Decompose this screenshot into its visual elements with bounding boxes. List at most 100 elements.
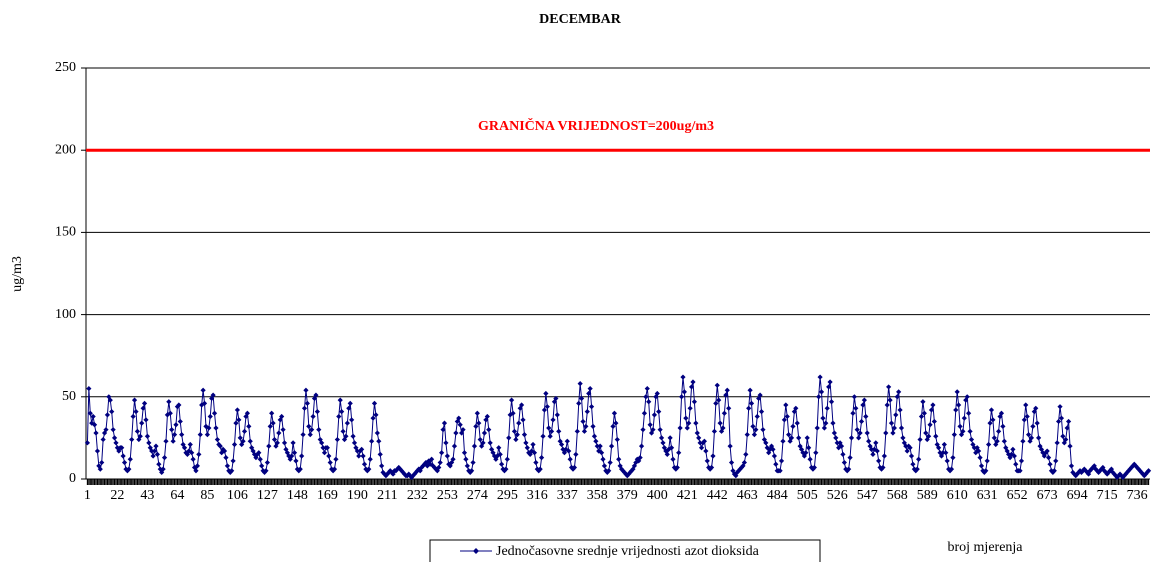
point-marker — [587, 385, 593, 392]
point-marker — [179, 432, 185, 438]
point-marker — [164, 412, 171, 418]
point-marker — [146, 440, 152, 446]
point-marker — [203, 423, 209, 429]
point-marker — [606, 468, 612, 474]
point-marker — [704, 458, 710, 464]
point-marker — [354, 448, 360, 454]
point-marker — [964, 394, 970, 400]
point-marker — [407, 473, 413, 479]
point-marker — [920, 399, 926, 405]
point-marker — [444, 453, 450, 459]
point-marker — [1064, 425, 1070, 431]
point-marker — [898, 425, 905, 431]
point-marker — [473, 423, 479, 429]
point-marker — [517, 405, 523, 411]
point-marker — [680, 374, 686, 380]
point-marker — [316, 427, 322, 433]
point-marker — [797, 443, 803, 449]
point-marker — [848, 435, 855, 441]
point-marker — [927, 422, 933, 428]
point-marker — [594, 443, 600, 449]
point-marker — [810, 466, 816, 472]
point-marker — [560, 446, 566, 453]
point-marker — [757, 392, 763, 398]
point-marker — [1135, 466, 1142, 472]
point-marker — [726, 405, 732, 411]
point-marker — [500, 466, 506, 472]
point-marker — [928, 407, 935, 413]
point-marker — [1057, 404, 1063, 410]
point-marker — [379, 463, 385, 469]
point-marker — [246, 423, 252, 429]
point-marker — [770, 446, 776, 453]
point-marker — [523, 440, 529, 446]
point-marker — [154, 451, 161, 457]
x-tick-label: 526 — [827, 488, 848, 503]
point-marker — [371, 400, 378, 406]
point-marker — [986, 441, 992, 448]
point-marker — [374, 430, 380, 436]
point-marker — [616, 456, 622, 462]
point-marker — [1054, 440, 1060, 446]
point-marker — [824, 405, 830, 411]
point-marker — [1067, 443, 1073, 449]
legend-marker — [473, 548, 479, 554]
point-marker — [524, 445, 530, 451]
point-marker — [858, 418, 865, 425]
point-marker — [1028, 435, 1035, 441]
point-marker — [697, 440, 703, 446]
point-marker — [703, 448, 709, 454]
point-marker — [903, 443, 909, 449]
point-marker — [1097, 468, 1103, 474]
point-marker — [843, 466, 849, 472]
point-marker — [923, 430, 929, 436]
point-marker — [530, 441, 536, 448]
point-marker — [661, 445, 668, 451]
x-tick-label: 547 — [857, 488, 878, 503]
point-marker — [151, 448, 158, 454]
point-marker — [990, 417, 996, 423]
point-marker — [897, 407, 903, 413]
point-marker — [643, 394, 649, 400]
x-tick-label: 190 — [347, 488, 368, 503]
x-tick-label: 736 — [1127, 488, 1148, 503]
point-marker — [751, 432, 757, 438]
point-marker — [854, 427, 860, 433]
point-marker — [996, 428, 1002, 434]
point-marker — [426, 458, 432, 464]
point-marker — [1130, 463, 1136, 469]
point-marker — [823, 420, 829, 426]
point-marker — [607, 459, 613, 466]
point-marker — [720, 425, 726, 431]
point-marker — [1010, 446, 1016, 453]
point-marker — [84, 440, 91, 446]
point-marker — [841, 459, 847, 466]
point-marker — [187, 441, 193, 448]
point-marker — [433, 466, 439, 472]
point-marker — [1075, 469, 1082, 476]
point-marker — [97, 466, 103, 472]
point-marker — [119, 445, 125, 451]
point-marker — [239, 441, 245, 448]
point-marker — [1138, 469, 1145, 476]
point-marker — [87, 410, 93, 416]
point-marker — [787, 438, 793, 444]
point-marker — [631, 463, 638, 469]
point-marker — [113, 440, 119, 446]
point-marker — [994, 438, 1000, 444]
point-marker — [520, 417, 526, 423]
x-tick-label: 505 — [797, 488, 818, 503]
point-marker — [1033, 405, 1039, 411]
point-marker — [800, 450, 806, 456]
point-marker — [1058, 415, 1065, 421]
point-marker — [723, 392, 729, 398]
point-marker — [684, 425, 690, 431]
point-marker — [973, 450, 979, 456]
point-marker — [470, 459, 476, 466]
point-marker — [221, 448, 228, 454]
point-marker — [736, 468, 742, 474]
point-marker — [763, 440, 769, 446]
point-marker — [826, 384, 832, 390]
point-marker — [204, 432, 210, 438]
